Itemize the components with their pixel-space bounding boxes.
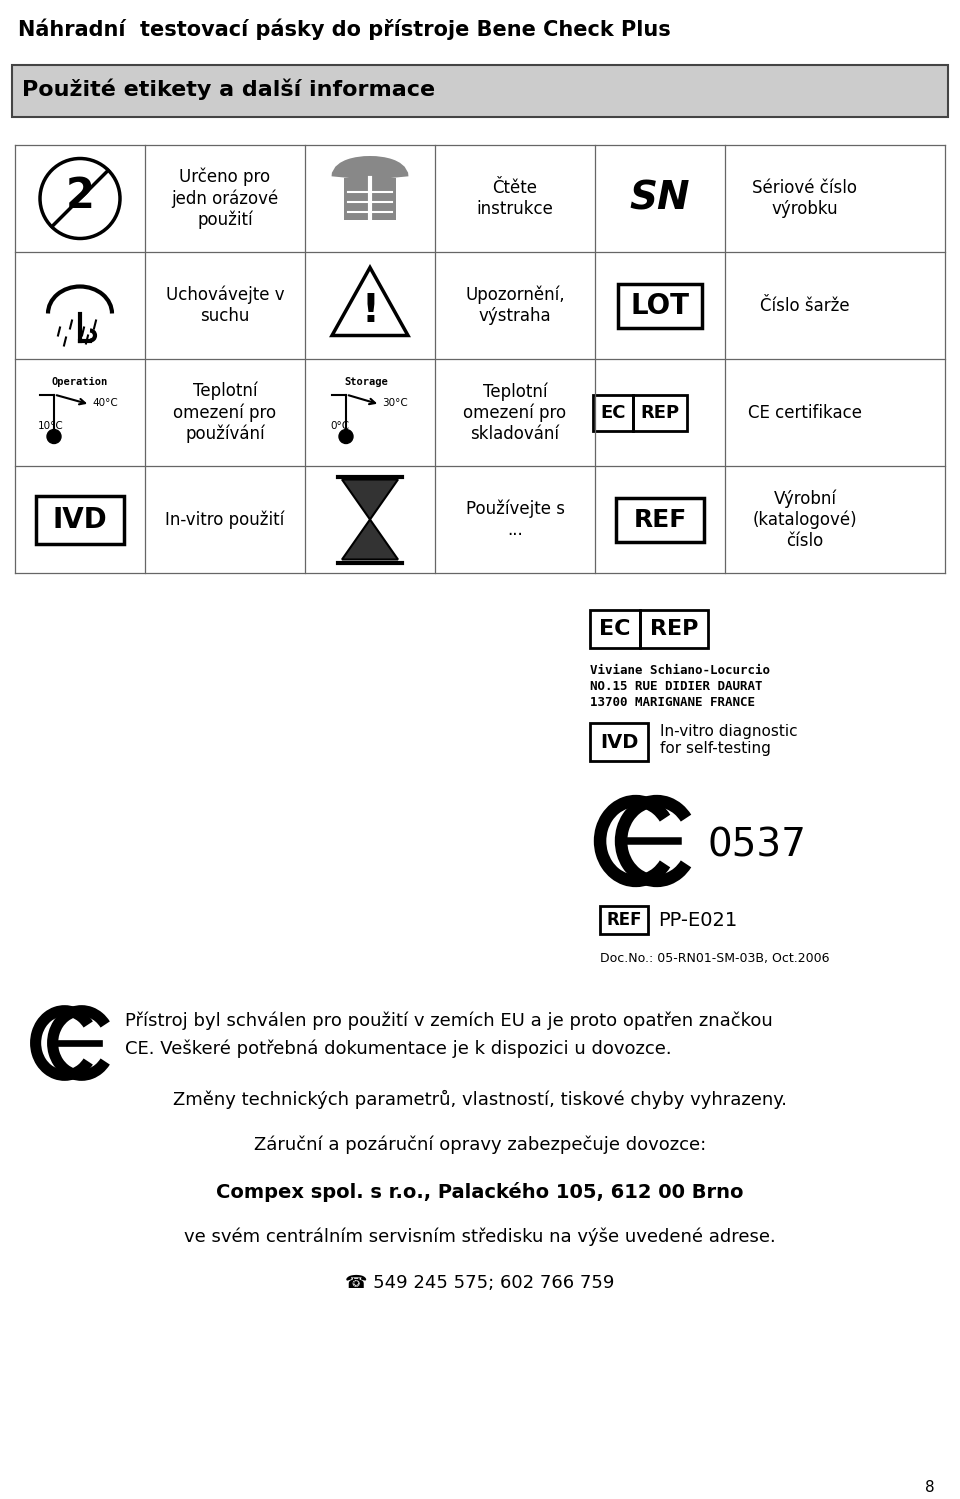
Bar bbox=[12, 64, 948, 117]
Text: SN: SN bbox=[630, 180, 690, 217]
Circle shape bbox=[339, 430, 353, 444]
Text: ☎ 549 245 575; 602 766 759: ☎ 549 245 575; 602 766 759 bbox=[346, 1274, 614, 1292]
Bar bbox=[593, 394, 633, 430]
Text: 0537: 0537 bbox=[708, 826, 807, 863]
Text: ve svém centrálním servisním středisku na výše uvedené adrese.: ve svém centrálním servisním středisku n… bbox=[184, 1228, 776, 1247]
Text: EC: EC bbox=[600, 403, 626, 421]
Text: Určeno pro
jedn orázové
použití: Určeno pro jedn orázové použití bbox=[172, 168, 278, 229]
Text: Doc.No.: 05-RN01-SM-03B, Oct.2006: Doc.No.: 05-RN01-SM-03B, Oct.2006 bbox=[600, 952, 829, 965]
Text: IVD: IVD bbox=[53, 505, 108, 534]
Text: CE certifikace: CE certifikace bbox=[748, 403, 862, 421]
Text: 40°C: 40°C bbox=[92, 397, 118, 408]
Text: CE. Veškeré potřebná dokumentace je k dispozici u dovozce.: CE. Veškeré potřebná dokumentace je k di… bbox=[125, 1039, 672, 1057]
Text: IVD: IVD bbox=[600, 733, 638, 751]
Text: 30°C: 30°C bbox=[382, 397, 408, 408]
Text: In-vitro diagnostic
for self-testing: In-vitro diagnostic for self-testing bbox=[660, 724, 798, 755]
Bar bbox=[600, 905, 648, 934]
Bar bbox=[344, 177, 396, 219]
Text: Výrobní
(katalogové)
číslo: Výrobní (katalogové) číslo bbox=[753, 489, 857, 550]
Text: Upozornění,
výstraha: Upozornění, výstraha bbox=[466, 286, 564, 325]
Text: Compex spol. s r.o., Palackého 105, 612 00 Brno: Compex spol. s r.o., Palackého 105, 612 … bbox=[216, 1183, 744, 1202]
Text: Sériové číslo
výrobku: Sériové číslo výrobku bbox=[753, 178, 857, 217]
Text: Teplotní
omezení pro
skladování: Teplotní omezení pro skladování bbox=[464, 382, 566, 442]
Polygon shape bbox=[342, 480, 398, 520]
Bar bbox=[590, 723, 648, 761]
Text: Viviane Schiano-Locurcio: Viviane Schiano-Locurcio bbox=[590, 664, 770, 678]
Text: Změny technických parametrů, vlastností, tiskové chyby vyhrazeny.: Změny technických parametrů, vlastností,… bbox=[173, 1090, 787, 1109]
Text: !: ! bbox=[361, 291, 379, 330]
Text: REP: REP bbox=[650, 619, 698, 639]
Text: NO.15 RUE DIDIER DAURAT: NO.15 RUE DIDIER DAURAT bbox=[590, 681, 762, 693]
Text: 13700 MARIGNANE FRANCE: 13700 MARIGNANE FRANCE bbox=[590, 696, 755, 709]
Text: Čtěte
instrukce: Čtěte instrukce bbox=[476, 178, 553, 217]
Text: Přístroj byl schválen pro použití v zemích EU a je proto opatřen značkou: Přístroj byl schválen pro použití v zemí… bbox=[125, 1010, 773, 1030]
Circle shape bbox=[47, 430, 61, 444]
Text: Storage: Storage bbox=[344, 376, 388, 387]
Bar bbox=[633, 394, 687, 430]
Text: PP-E021: PP-E021 bbox=[658, 910, 737, 929]
Text: 10°C: 10°C bbox=[38, 421, 63, 430]
Text: Číslo šarže: Číslo šarže bbox=[760, 297, 850, 315]
Text: Náhradní  testovací pásky do přístroje Bene Check Plus: Náhradní testovací pásky do přístroje Be… bbox=[18, 18, 671, 39]
Text: LOT: LOT bbox=[631, 291, 689, 319]
Bar bbox=[640, 610, 708, 648]
Text: Operation: Operation bbox=[52, 376, 108, 387]
Bar bbox=[616, 498, 704, 541]
Bar bbox=[590, 610, 640, 648]
Text: Záruční a pozáruční opravy zabezpečuje dovozce:: Záruční a pozáruční opravy zabezpečuje d… bbox=[253, 1136, 707, 1154]
Bar bbox=[36, 496, 124, 544]
Text: REP: REP bbox=[640, 403, 680, 421]
Text: In-vitro použití: In-vitro použití bbox=[165, 510, 284, 529]
Text: REF: REF bbox=[607, 911, 641, 929]
Text: EC: EC bbox=[599, 619, 631, 639]
Text: 0°C: 0°C bbox=[330, 421, 349, 430]
Polygon shape bbox=[342, 520, 398, 559]
Text: 2: 2 bbox=[65, 174, 94, 216]
Text: Teplotní
omezení pro
používání: Teplotní omezení pro používání bbox=[174, 382, 276, 444]
Text: Použité etikety a další informace: Použité etikety a další informace bbox=[22, 78, 435, 100]
Text: 8: 8 bbox=[925, 1480, 935, 1495]
Text: Používejte s
...: Používejte s ... bbox=[466, 499, 564, 540]
Bar bbox=[618, 283, 702, 327]
Text: REF: REF bbox=[634, 508, 686, 532]
Text: Uchovávejte v
suchu: Uchovávejte v suchu bbox=[166, 286, 284, 325]
